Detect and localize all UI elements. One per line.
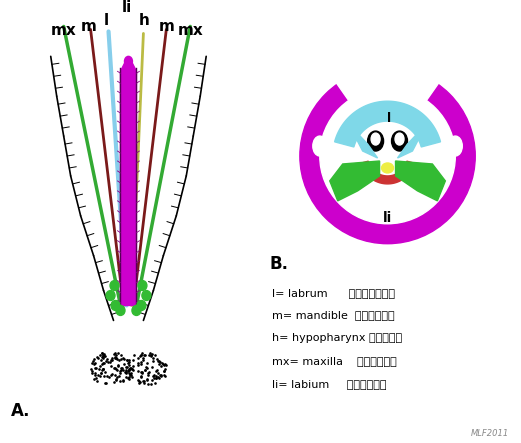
Ellipse shape bbox=[367, 125, 408, 177]
Ellipse shape bbox=[138, 280, 147, 291]
Text: MLF2011: MLF2011 bbox=[471, 429, 509, 438]
Wedge shape bbox=[334, 63, 441, 156]
Ellipse shape bbox=[368, 131, 383, 151]
Text: l: l bbox=[388, 112, 392, 124]
Ellipse shape bbox=[118, 328, 139, 343]
Polygon shape bbox=[120, 63, 137, 306]
Text: mx: mx bbox=[177, 23, 203, 39]
Text: mx= maxilla    下類（绻色）: mx= maxilla 下類（绻色） bbox=[272, 356, 396, 366]
Ellipse shape bbox=[86, 350, 134, 387]
Text: li= labium     下唇（紫色）: li= labium 下唇（紫色） bbox=[272, 379, 387, 389]
Ellipse shape bbox=[142, 291, 151, 300]
Ellipse shape bbox=[449, 136, 462, 156]
Circle shape bbox=[320, 88, 455, 224]
Text: m: m bbox=[158, 19, 174, 35]
Ellipse shape bbox=[132, 306, 141, 315]
Text: h: h bbox=[139, 13, 150, 28]
Text: l: l bbox=[104, 13, 109, 28]
Text: m: m bbox=[81, 19, 96, 35]
Text: li: li bbox=[383, 211, 392, 225]
Ellipse shape bbox=[395, 133, 404, 145]
Text: l= labrum      上唇（淡蓝色）: l= labrum 上唇（淡蓝色） bbox=[272, 288, 395, 298]
Text: B.: B. bbox=[270, 255, 289, 272]
Ellipse shape bbox=[313, 136, 327, 156]
Polygon shape bbox=[398, 126, 426, 158]
Ellipse shape bbox=[381, 163, 393, 173]
Ellipse shape bbox=[110, 280, 119, 291]
Ellipse shape bbox=[392, 131, 407, 151]
Text: h= hypopharynx 舌（黄色）: h= hypopharynx 舌（黄色） bbox=[272, 334, 402, 343]
Polygon shape bbox=[395, 161, 445, 201]
Polygon shape bbox=[330, 161, 380, 201]
Text: A.: A. bbox=[11, 402, 30, 420]
Polygon shape bbox=[350, 126, 378, 158]
Text: mx: mx bbox=[51, 23, 77, 39]
Ellipse shape bbox=[106, 291, 115, 300]
Ellipse shape bbox=[111, 300, 120, 311]
Polygon shape bbox=[361, 161, 415, 184]
Ellipse shape bbox=[125, 56, 132, 66]
Ellipse shape bbox=[371, 133, 380, 145]
Ellipse shape bbox=[122, 350, 170, 387]
Text: m= mandible  上類（红色）: m= mandible 上類（红色） bbox=[272, 311, 394, 320]
Ellipse shape bbox=[137, 300, 146, 311]
Text: li: li bbox=[121, 0, 132, 15]
Polygon shape bbox=[334, 101, 440, 147]
Ellipse shape bbox=[116, 306, 125, 315]
Circle shape bbox=[300, 68, 475, 244]
